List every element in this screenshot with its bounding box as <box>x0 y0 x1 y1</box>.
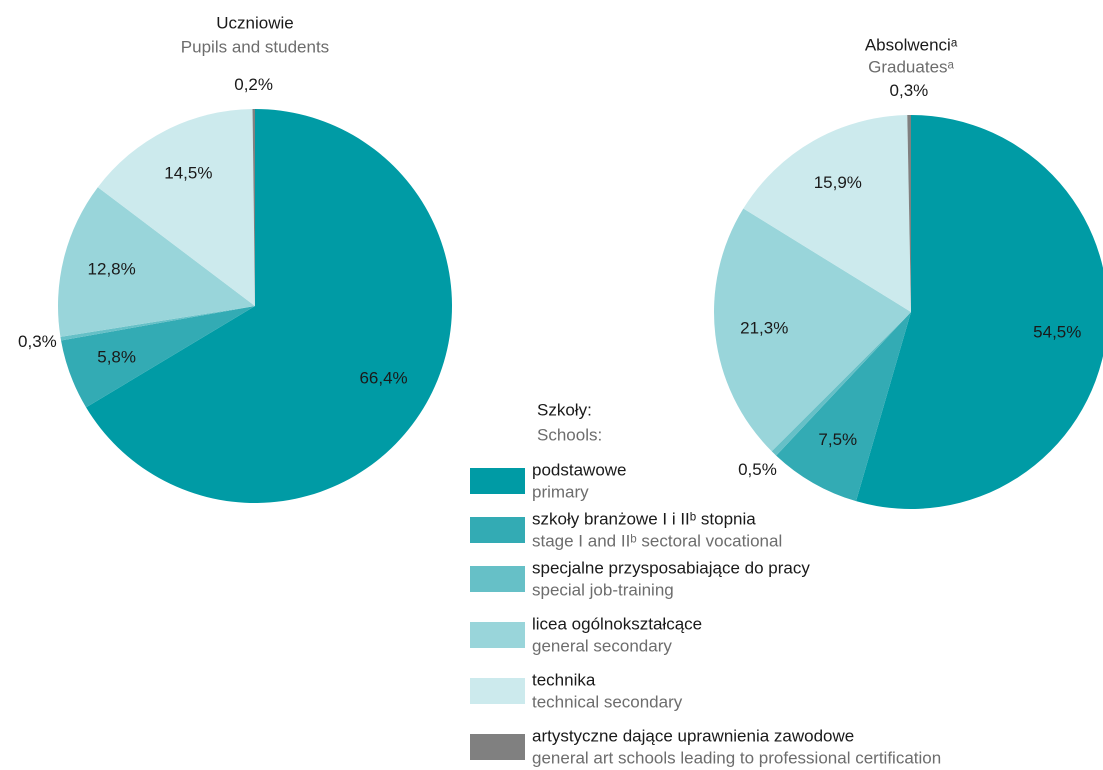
legend-swatch <box>470 734 525 760</box>
pie-slice <box>86 109 452 504</box>
data-label: 21,3% <box>740 319 788 338</box>
data-label: 0,3% <box>18 332 57 351</box>
pie-slice <box>57 187 255 337</box>
data-label: 66,4% <box>359 368 407 387</box>
legend-label: technika <box>532 670 596 689</box>
legend-label: licea ogólnokształcące <box>532 614 702 633</box>
pie-subtitle: Pupils and students <box>181 37 329 56</box>
pie-slice <box>776 312 911 502</box>
pie-slice <box>60 306 255 341</box>
pie-title: Uczniowie <box>216 13 293 32</box>
legend-label: specjalne przysposabiające do pracy <box>532 558 810 577</box>
legend-swatch <box>470 517 525 543</box>
legend-swatch <box>470 566 525 592</box>
legend-label-en: general art schools leading to professio… <box>532 748 941 767</box>
legend-label-en: primary <box>532 482 589 501</box>
legend-label: artystyczne dające uprawnienia zawodowe <box>532 726 854 745</box>
pie-subtitle: Graduatesᵃ <box>868 57 954 76</box>
pie-slice <box>97 109 255 306</box>
legend-title: Szkoły: <box>537 400 592 419</box>
legend-subtitle: Schools: <box>537 425 602 444</box>
pie-slice <box>743 115 911 312</box>
pie-slice <box>856 115 1103 509</box>
pie-slice <box>771 312 911 456</box>
legend-label-en: technical secondary <box>532 692 683 711</box>
pie-slice <box>252 109 255 306</box>
legend-swatch <box>470 622 525 648</box>
data-label: 54,5% <box>1033 322 1081 341</box>
data-label: 14,5% <box>164 164 212 183</box>
data-label: 5,8% <box>97 347 136 366</box>
legend-swatch <box>470 468 525 494</box>
legend-label-en: general secondary <box>532 636 672 655</box>
legend-label: podstawowe <box>532 460 627 479</box>
legend-label: szkoły branżowe I i IIᵇ stopnia <box>532 509 756 528</box>
data-label: 0,3% <box>890 81 929 100</box>
legend-swatch <box>470 678 525 704</box>
data-label: 7,5% <box>818 430 857 449</box>
legend-label-en: stage I and IIᵇ sectoral vocational <box>532 531 782 550</box>
pie-slice <box>907 115 911 312</box>
pie-slice <box>61 306 255 408</box>
data-label: 12,8% <box>88 260 136 279</box>
pie-slice <box>714 208 911 452</box>
data-label: 15,9% <box>814 173 862 192</box>
data-label: 0,2% <box>234 75 273 94</box>
pie-title: Absolwenciᵃ <box>865 35 958 54</box>
legend-label-en: special job-training <box>532 580 674 599</box>
data-label: 0,5% <box>738 460 777 479</box>
